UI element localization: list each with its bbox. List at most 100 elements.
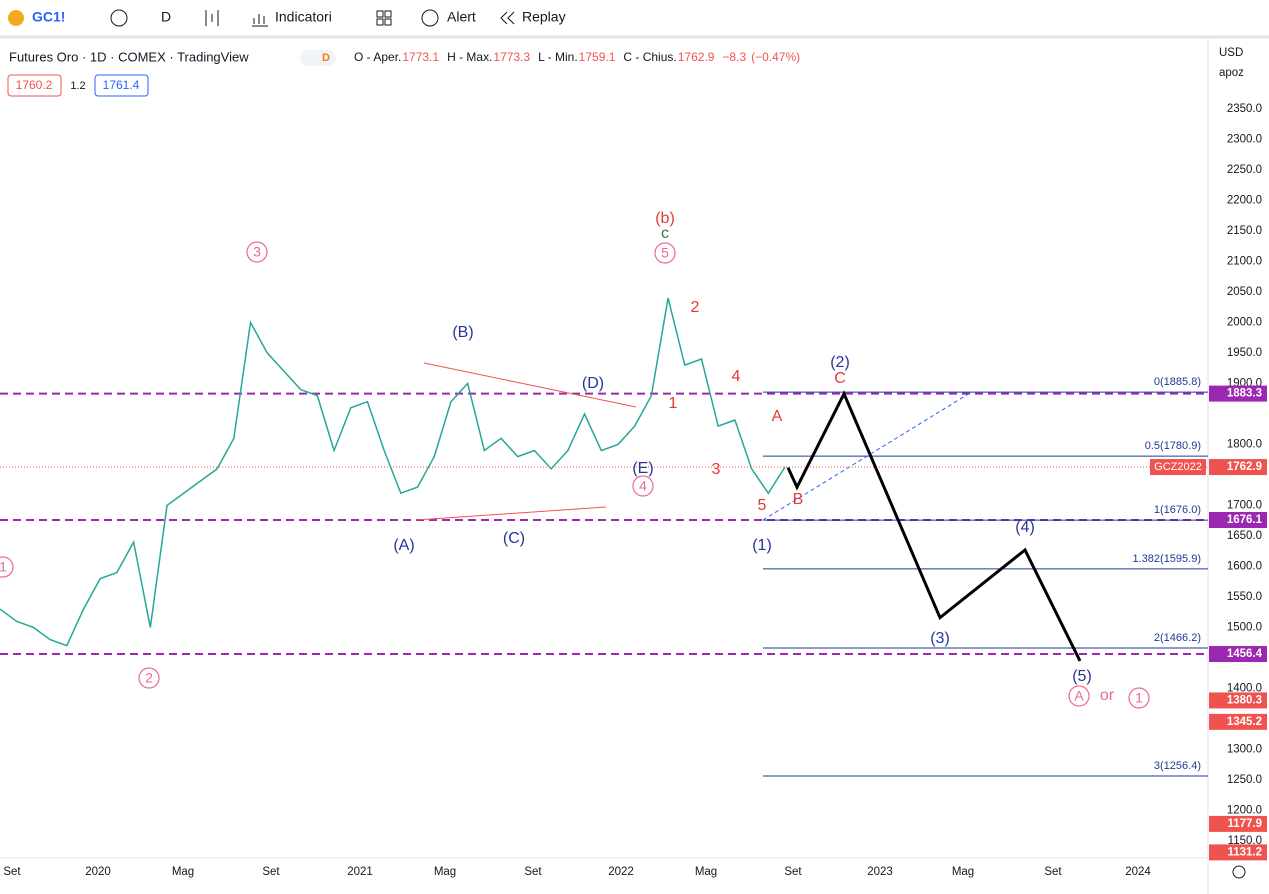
price-badge: [1209, 512, 1267, 529]
layout-icon[interactable]: [376, 10, 384, 18]
wave-circle: [632, 475, 654, 497]
replay[interactable]: Replay: [522, 9, 566, 25]
ohlc-value: 1773.1: [402, 50, 439, 64]
x-tick-label: Set: [3, 866, 21, 878]
fib-label: 1(1676.0): [1154, 504, 1201, 516]
y-tick-label: 1800.0: [1227, 438, 1262, 450]
symbol[interactable]: GC1!: [32, 9, 65, 25]
wave-label: 1: [0, 559, 7, 575]
x-tick-label: Mag: [434, 866, 456, 878]
x-tick-label: Set: [784, 866, 802, 878]
wave-circle: [1068, 685, 1090, 707]
trendline: [762, 392, 971, 521]
wave-label: (5): [1072, 668, 1092, 685]
wave-label: (1): [752, 537, 772, 554]
replay-icon[interactable]: [500, 11, 515, 25]
wave-label: C: [834, 370, 846, 387]
chart-type-icon[interactable]: [205, 10, 219, 26]
y-tick-label: 2250.0: [1227, 164, 1262, 176]
y-tick-label: 2300.0: [1227, 133, 1262, 145]
alert[interactable]: Alert: [447, 9, 476, 25]
y-tick-label: 1700.0: [1227, 499, 1262, 511]
x-tick-label: 2021: [347, 866, 373, 878]
y-tick-label: 2050.0: [1227, 286, 1262, 298]
price-line: [0, 297, 786, 647]
wave-label: (C): [503, 530, 525, 547]
y-tick-label: 2350.0: [1227, 103, 1262, 115]
ohlc-value: 1773.3: [493, 50, 530, 64]
x-tick-label: Set: [1044, 866, 1062, 878]
x-tick-label: 2020: [85, 866, 111, 878]
y-tick-label: 2200.0: [1227, 194, 1262, 206]
price-badge-label: 1676.1: [1227, 514, 1263, 526]
wave-label: (A): [393, 537, 414, 554]
wave-label: (3): [930, 630, 950, 647]
scale-mode[interactable]: apoz: [1219, 67, 1244, 79]
price-badge: [1209, 692, 1267, 709]
wave-label: (4): [1015, 519, 1035, 536]
price-badge-label: 1380.3: [1227, 694, 1262, 706]
wave-label: 3: [712, 461, 721, 478]
wave-label: B: [793, 491, 804, 508]
y-tick-label: 1950.0: [1227, 347, 1262, 359]
price-badge-label: 1177.9: [1227, 818, 1262, 830]
fib-label: 0(1885.8): [1154, 376, 1201, 388]
projection: [786, 390, 1082, 662]
ohlc-label: L - Min.: [538, 50, 578, 64]
y-tick-label: 1150.0: [1228, 835, 1262, 847]
y-tick-label: 2000.0: [1227, 316, 1262, 328]
ask: 1761.4: [103, 78, 140, 92]
price-badge-label: 1762.9: [1227, 461, 1262, 473]
wave-label: or: [1100, 687, 1115, 704]
x-tick-label: Mag: [695, 866, 717, 878]
wave-label: A: [772, 408, 783, 425]
y-tick-label: 1300.0: [1227, 743, 1262, 755]
x-tick-label: Set: [524, 866, 542, 878]
alert-icon[interactable]: [421, 9, 439, 27]
x-tick-label: Mag: [172, 866, 194, 878]
y-tick-label: 1250.0: [1227, 774, 1262, 786]
toolbar: [0, 0, 1269, 36]
fib-label: 2(1466.2): [1154, 632, 1201, 644]
bid-box: [7, 74, 62, 97]
ask-box: [94, 74, 149, 97]
currency[interactable]: USD: [1219, 47, 1243, 59]
wave-label: c: [661, 225, 669, 242]
wave-circle: [138, 667, 160, 689]
layout-icon[interactable]: [376, 18, 384, 26]
symbol-icon: [8, 10, 24, 26]
wave-label: 4: [732, 368, 741, 385]
wave-label: 5: [661, 245, 669, 261]
trendline: [415, 506, 607, 521]
contract-label: GCZ2022: [1154, 461, 1202, 473]
wave-label: (E): [632, 460, 653, 477]
fib-label: 3(1256.4): [1154, 760, 1201, 772]
price-badge-label: 1883.3: [1227, 388, 1262, 400]
trendline: [423, 362, 637, 408]
y-tick-label: 1600.0: [1227, 560, 1262, 572]
x-tick-label: 2024: [1125, 866, 1151, 878]
indicators[interactable]: Indicatori: [275, 9, 332, 25]
wave-circle: [654, 242, 676, 264]
legend-title: Futures Oro · 1D · COMEX · TradingView: [9, 49, 249, 64]
ohlc-label: O - Aper.: [354, 50, 401, 64]
change-pct: (−0.47%): [751, 50, 800, 64]
interval[interactable]: D: [161, 9, 171, 25]
wave-label: 1: [1135, 690, 1143, 706]
x-tick-label: 2022: [608, 866, 634, 878]
wave-label: (D): [582, 375, 604, 392]
price-badge: [1209, 385, 1267, 402]
add-icon[interactable]: [110, 9, 128, 27]
settings-icon[interactable]: [1232, 865, 1246, 879]
fib-label: 1.382(1595.9): [1133, 553, 1202, 565]
wave-label: 2: [145, 670, 153, 686]
legend-flag: D: [322, 52, 330, 64]
layout-icon[interactable]: [384, 10, 392, 18]
wave-label: 4: [639, 478, 647, 494]
y-tick-label: 1500.0: [1227, 621, 1262, 633]
price-badge: [1209, 646, 1267, 663]
indicators-icon[interactable]: [252, 14, 268, 27]
contract-badge: [1150, 459, 1206, 476]
layout-icon[interactable]: [384, 18, 392, 26]
